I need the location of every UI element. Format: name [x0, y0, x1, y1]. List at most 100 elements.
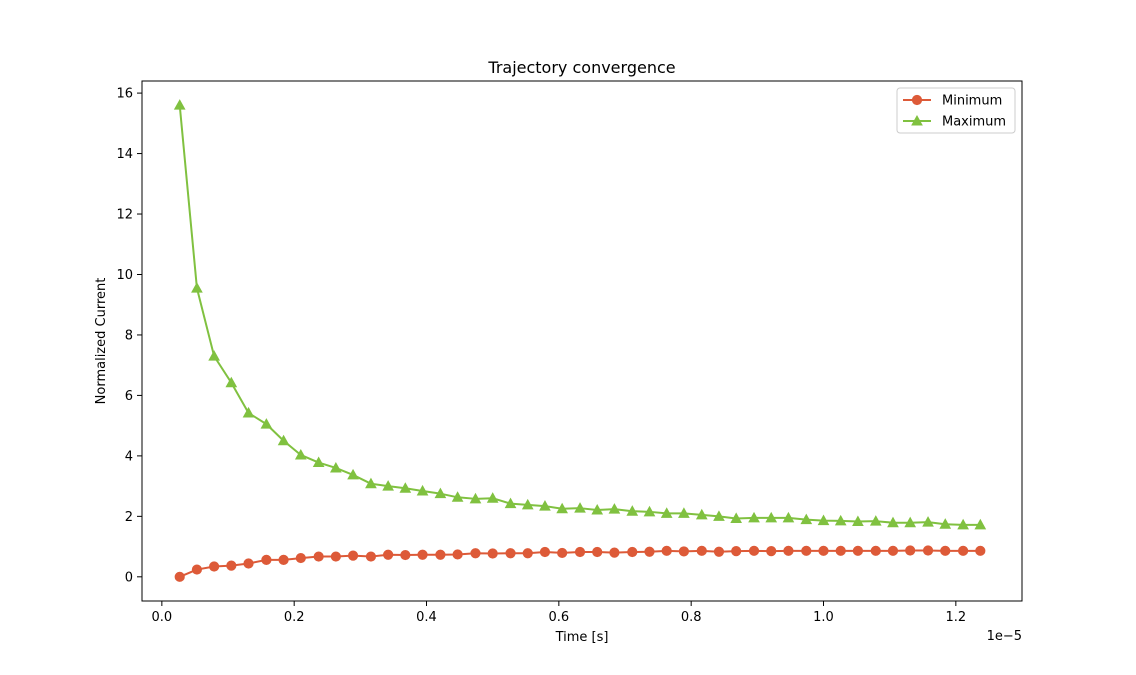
minimum-data-point	[922, 545, 934, 556]
y-tick-label: 8	[125, 328, 133, 343]
maximum-data-point	[382, 480, 394, 491]
maximum-data-point	[173, 99, 186, 110]
maximum-data-point	[434, 487, 447, 499]
maximum-data-point	[922, 516, 934, 527]
minimum-data-point	[261, 554, 272, 565]
maximum-data-point	[260, 418, 273, 429]
x-tick-label: 1.2	[945, 610, 966, 625]
maximum-data-point	[800, 513, 813, 525]
maximum-data-point	[347, 468, 359, 480]
y-tick-label: 4	[125, 449, 133, 464]
maximum-data-point	[556, 502, 569, 514]
maximum-data-point	[904, 516, 917, 528]
maximum-data-point	[852, 515, 864, 526]
maximum-data-point	[608, 503, 621, 514]
minimum-data-point	[592, 546, 603, 558]
legend-maximum-marker	[911, 114, 923, 126]
maximum-data-point	[887, 516, 899, 528]
minimum-data-point	[278, 554, 289, 565]
series-layer	[173, 99, 987, 582]
minimum-data-point	[905, 545, 916, 556]
maximum-data-point	[365, 477, 377, 489]
minimum-data-point	[731, 546, 742, 557]
y-tick-label: 0	[125, 570, 133, 585]
maximum-data-point	[678, 507, 690, 518]
legend-minimum-label: Minimum	[942, 94, 1002, 109]
minimum-data-point	[818, 545, 829, 556]
minimum-data-point	[678, 546, 689, 557]
maximum-data-point	[695, 508, 708, 520]
minimum-data-point	[400, 549, 411, 561]
minimum-data-point	[383, 549, 394, 560]
minimum-data-point	[452, 549, 463, 560]
maximum-data-point	[416, 484, 429, 496]
x-axis-offset-label: 1e−5	[987, 629, 1022, 644]
maximum-data-point	[591, 503, 604, 515]
maximum-data-point	[451, 491, 464, 502]
maximum-data-point	[869, 515, 882, 526]
maximum-data-point	[748, 511, 760, 523]
maximum-data-point	[330, 461, 342, 473]
x-tick-label: 0.2	[284, 610, 305, 625]
minimum-data-point	[574, 546, 586, 558]
minimum-data-point	[801, 545, 812, 556]
minimum-data-point	[975, 545, 986, 556]
minimum-data-point	[870, 545, 881, 556]
legend-minimum-marker	[911, 94, 923, 106]
minimum-data-point	[330, 551, 341, 562]
maximum-data-point	[225, 376, 238, 388]
maximum-data-point	[974, 518, 987, 530]
y-tick-label: 16	[116, 87, 133, 102]
y-tick-label: 10	[116, 268, 133, 283]
minimum-data-point	[539, 546, 551, 558]
minimum-data-point	[852, 545, 864, 556]
minimum-data-point	[191, 564, 203, 575]
y-tick-label: 12	[116, 208, 133, 223]
maximum-data-point	[660, 507, 673, 518]
minimum-data-point	[940, 545, 951, 556]
x-tick-label: 0.4	[416, 610, 437, 625]
minimum-data-point	[609, 547, 620, 558]
minimum-data-point	[835, 545, 846, 556]
maximum-data-point	[765, 511, 778, 523]
minimum-data-point	[713, 546, 725, 557]
legend-maximum-label: Maximum	[942, 115, 1006, 130]
maximum-data-point	[294, 448, 307, 460]
maximum-data-point	[521, 498, 534, 510]
minimum-data-point	[417, 549, 428, 560]
minimum-data-point	[958, 545, 969, 556]
minimum-data-point	[174, 571, 185, 582]
maximum-data-point	[834, 514, 847, 526]
minimum-data-point	[435, 549, 446, 560]
maximum-data-point	[312, 456, 325, 468]
minimum-data-point	[557, 547, 568, 559]
minimum-data-point	[661, 545, 672, 556]
minimum-data-point	[470, 548, 481, 559]
minimum-data-point	[748, 545, 760, 556]
x-tick-label: 0.6	[548, 610, 569, 625]
y-tick-label: 2	[125, 510, 133, 525]
minimum-data-point	[347, 550, 359, 561]
maximum-data-point	[626, 505, 639, 516]
minimum-data-point	[209, 561, 220, 572]
x-tick-label: 0.0	[152, 610, 173, 625]
minimum-data-point	[243, 558, 254, 569]
maximum-data-point	[486, 492, 499, 503]
minimum-data-point	[313, 551, 324, 562]
maximum-data-point	[504, 497, 517, 509]
minimum-data-point	[696, 545, 707, 556]
maximum-data-point	[242, 406, 255, 418]
maximum-data-point	[713, 510, 725, 521]
minimum-data-point	[365, 551, 377, 562]
y-axis: 0 2 4 6 8 10 12 14 16	[116, 87, 142, 585]
maximum-data-point	[730, 512, 743, 523]
minimum-data-point	[644, 546, 655, 557]
maximum-data-point	[208, 350, 220, 361]
maximum-data-point	[574, 502, 586, 513]
minimum-data-point	[887, 545, 899, 556]
maximum-data-point	[643, 505, 656, 517]
maximum-data-point	[277, 434, 290, 446]
y-tick-label: 14	[116, 147, 133, 162]
minimum-data-point	[783, 545, 794, 556]
y-tick-label: 6	[125, 389, 133, 404]
